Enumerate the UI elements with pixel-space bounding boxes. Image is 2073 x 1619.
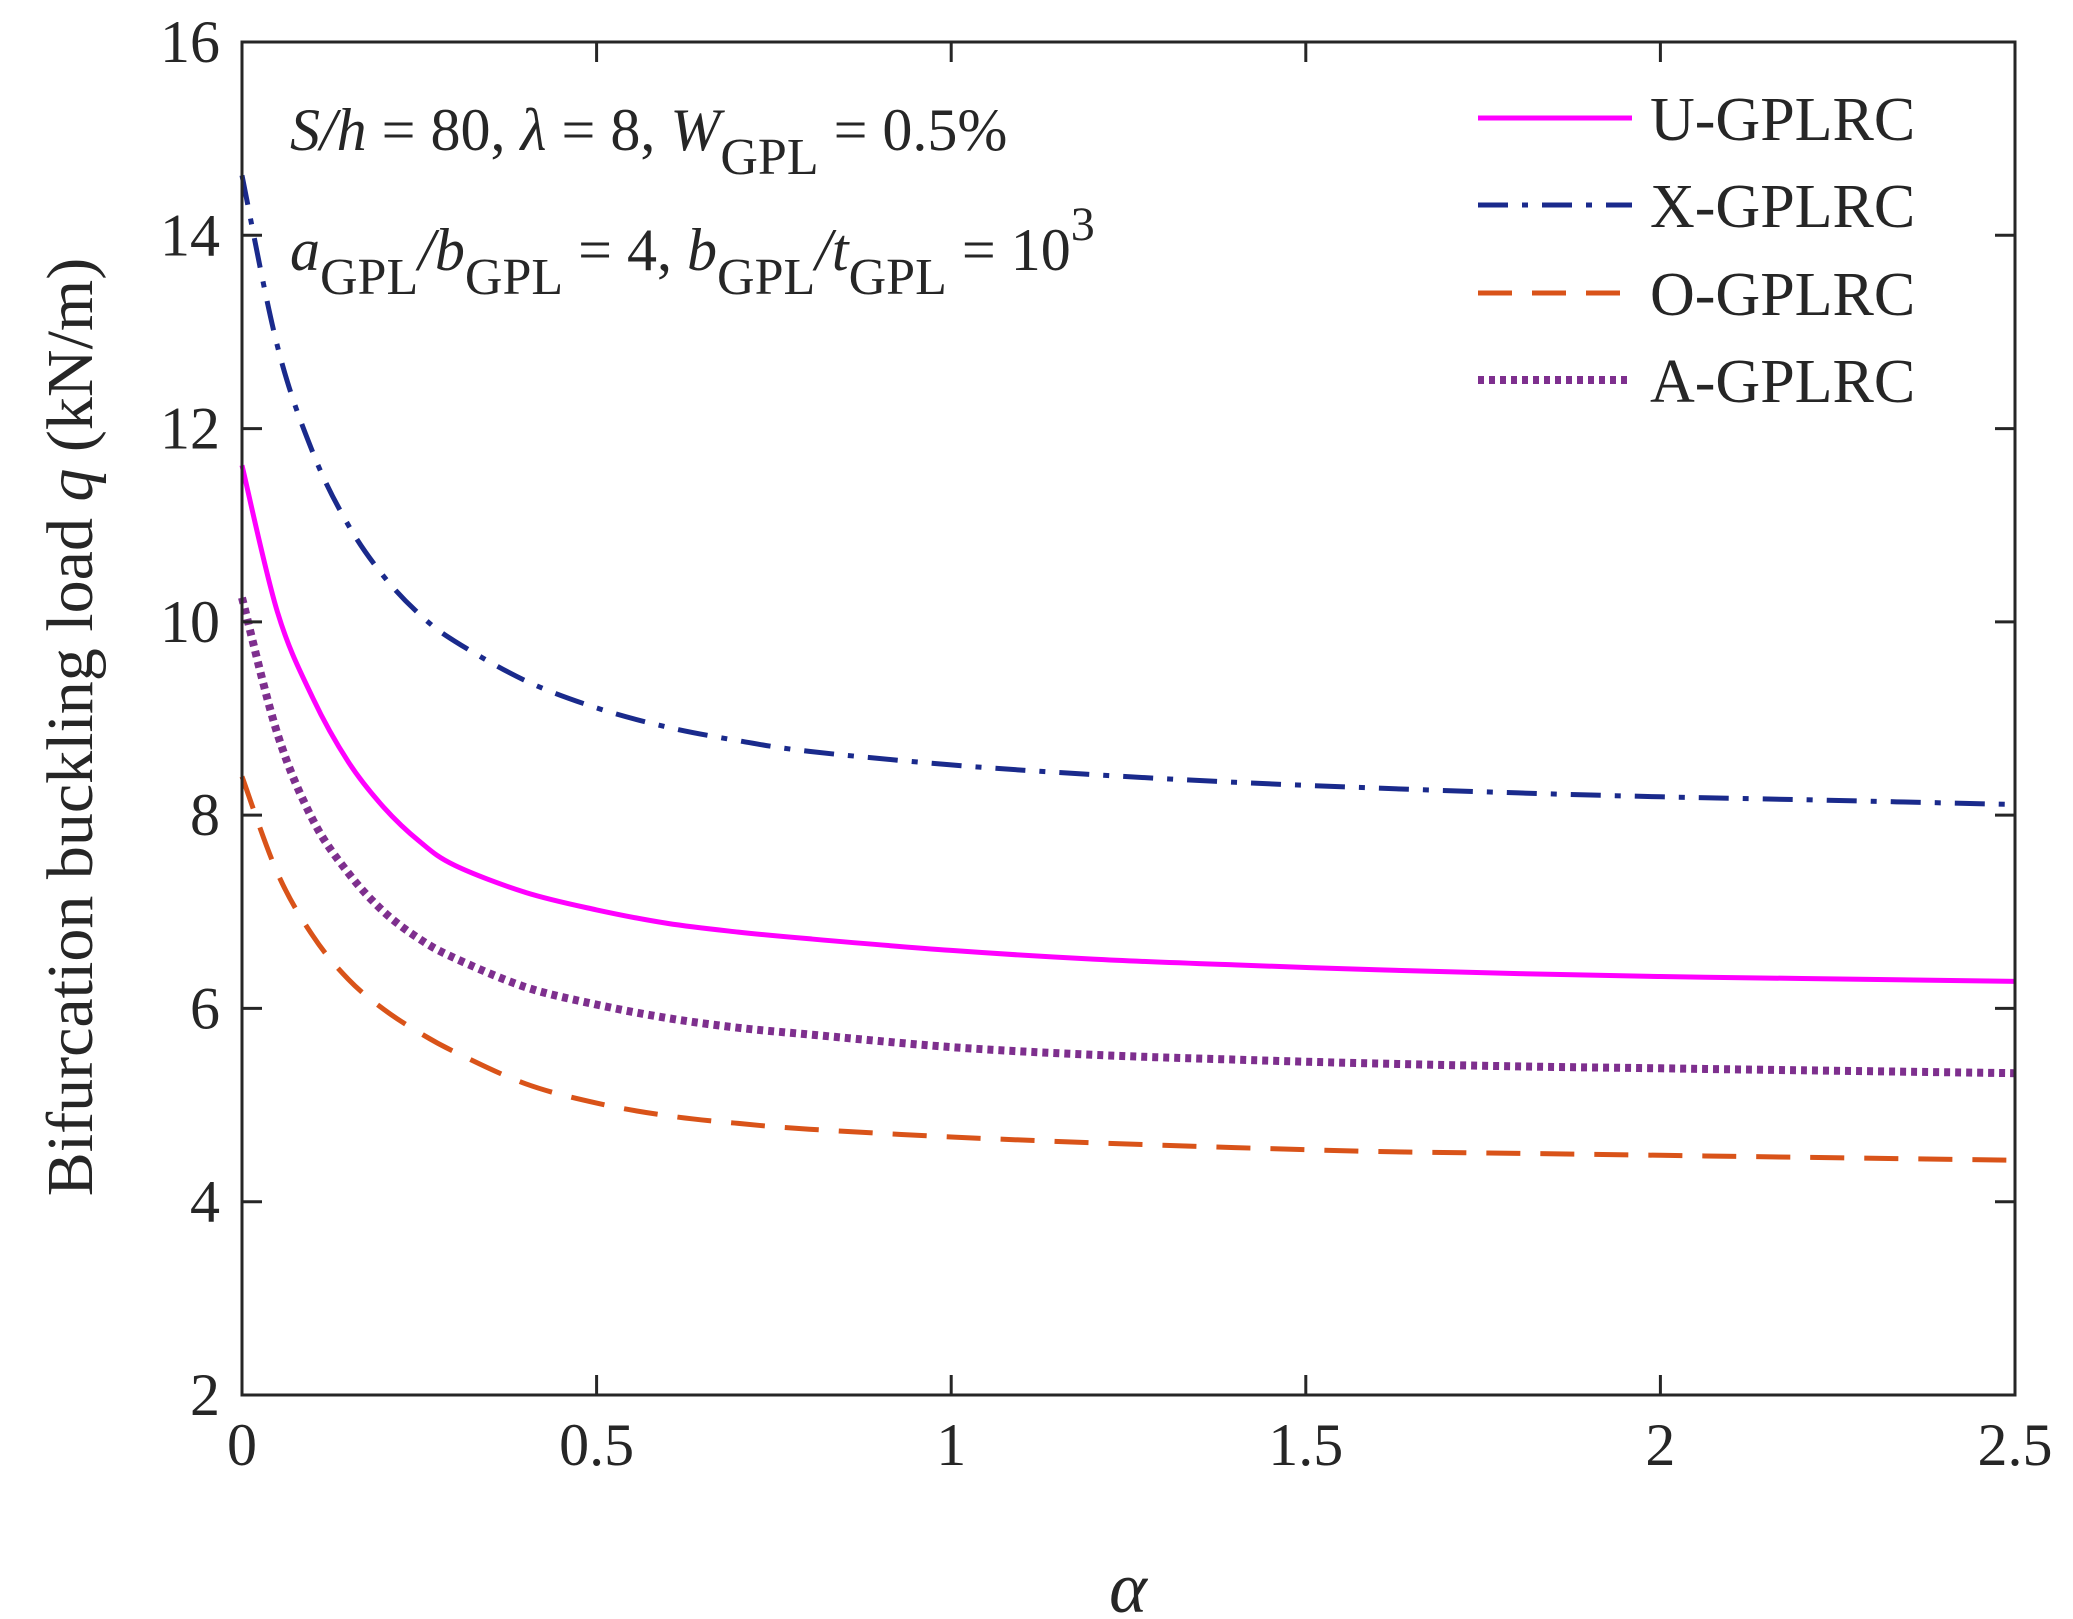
y-tick-label: 2 [190,1362,220,1428]
y-tick-label: 10 [160,589,220,655]
y-tick-label: 14 [160,202,220,268]
series-layer [238,174,2016,1163]
legend-label-o-gplrc: O-GPLRC [1650,261,1915,329]
plot-frame [240,40,2017,1397]
series-line-o-gplrc [239,775,2016,1163]
x-tick-label: 1.5 [1268,1412,1343,1478]
parameter-annotation: S/h = 80, λ = 8, WGPL = 0.5% aGPL/bGPL =… [290,97,1095,306]
series-line-u-gplrc [239,464,2016,984]
annotation-line-1: S/h = 80, λ = 8, WGPL = 0.5% [290,97,1007,186]
x-tick-label: 1 [936,1412,966,1478]
x-axis-label: α [1109,1548,1148,1619]
annotation-line-2: aGPL/bGPL = 4, bGPL/tGPL = 103 [290,198,1095,306]
x-tick-label: 0.5 [559,1412,634,1478]
legend: U-GPLRC X-GPLRC O-GPLRC A-GPLRC [1478,86,1915,416]
y-axis-label: Bifurcation buckling load q (kN/m) [34,258,107,1196]
x-tick-label: 2 [1645,1412,1675,1478]
y-tick-label: 4 [190,1169,220,1235]
legend-label-x-gplrc: X-GPLRC [1650,173,1915,241]
y-tick-label: 16 [160,9,220,75]
y-tick-label: 6 [190,975,220,1041]
x-tick-label: 2.5 [1978,1412,2053,1478]
series-line-x-gplrc [239,174,2016,807]
legend-label-u-gplrc: U-GPLRC [1650,86,1915,154]
legend-label-a-gplrc: A-GPLRC [1650,348,1915,416]
y-tick-label: 12 [160,396,220,462]
y-tick-label: 8 [190,782,220,848]
x-tick-label: 0 [227,1412,257,1478]
axes: 0 0.5 1 1.5 2 2.5 2 4 6 8 10 12 14 16 [160,9,2053,1478]
series-line-a-gplrc [238,596,2016,1078]
